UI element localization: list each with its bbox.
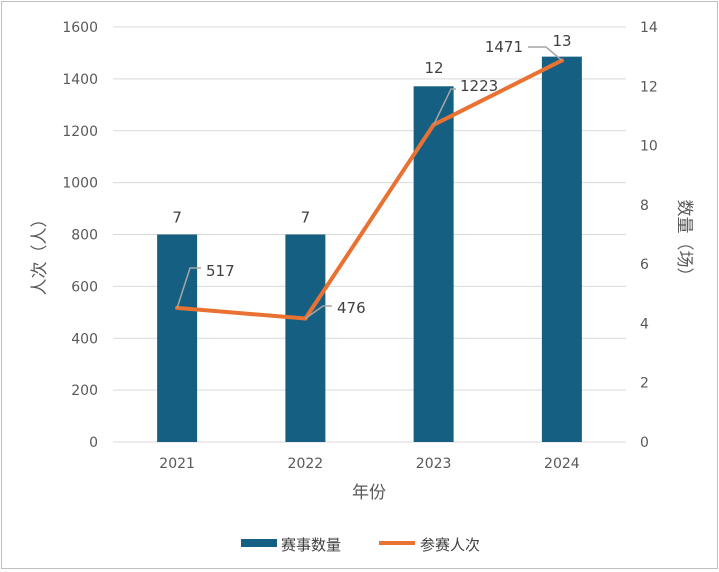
- line-data-label: 517: [206, 262, 235, 280]
- line-data-label: 1223: [460, 77, 498, 95]
- bar-data-label: 7: [172, 209, 182, 227]
- x-axis-title: 年份: [352, 483, 386, 503]
- line-series: [175, 58, 564, 321]
- y-tick-left-label: 1000: [62, 176, 98, 192]
- x-tick-label: 2021: [159, 456, 195, 472]
- y-axis-left-title: 人次（人）: [30, 211, 50, 296]
- bar: [541, 56, 582, 443]
- bar: [285, 234, 326, 442]
- bar: [413, 86, 454, 443]
- legend-label-line: 参赛人次: [420, 536, 480, 554]
- y-tick-right-label: 8: [640, 198, 649, 214]
- x-tick-label: 2022: [288, 456, 324, 472]
- y-tick-left-label: 800: [71, 228, 98, 244]
- y-tick-right-label: 4: [640, 316, 649, 332]
- y-tick-left-label: 600: [71, 279, 98, 295]
- y-tick-right-label: 2: [640, 376, 649, 392]
- bar: [157, 234, 198, 442]
- y-tick-right-label: 6: [640, 257, 649, 273]
- line-data-label: 476: [337, 299, 366, 317]
- bar-data-label: 7: [301, 209, 311, 227]
- y-axis-right-title: 数量（场）: [674, 200, 694, 285]
- y-tick-left-label: 1600: [62, 20, 98, 36]
- legend-label-bars: 赛事数量: [281, 536, 341, 554]
- data-label-leader: [176, 267, 201, 309]
- y-tick-right-label: 14: [640, 20, 658, 36]
- y-tick-right-label: 12: [640, 79, 658, 95]
- y-tick-right-label: 10: [640, 139, 658, 155]
- legend-swatch-bars: [241, 539, 277, 547]
- data-label-leader: [528, 46, 563, 62]
- y-tick-left-label: 200: [71, 383, 98, 399]
- data-label-leader: [432, 88, 456, 126]
- line-data-label: 1471: [485, 38, 523, 56]
- y-tick-left-label: 1200: [62, 124, 98, 140]
- bar-data-label: 13: [552, 32, 571, 50]
- y-tick-left-label: 1400: [62, 72, 98, 88]
- y-tick-left-label: 400: [71, 331, 98, 347]
- x-tick-label: 2024: [544, 456, 580, 472]
- y-tick-left-label: 0: [89, 435, 98, 451]
- x-tick-label: 2023: [416, 456, 452, 472]
- bar-data-label: 12: [424, 59, 443, 77]
- y-tick-right-label: 0: [640, 435, 649, 451]
- data-label-leader: [304, 305, 332, 320]
